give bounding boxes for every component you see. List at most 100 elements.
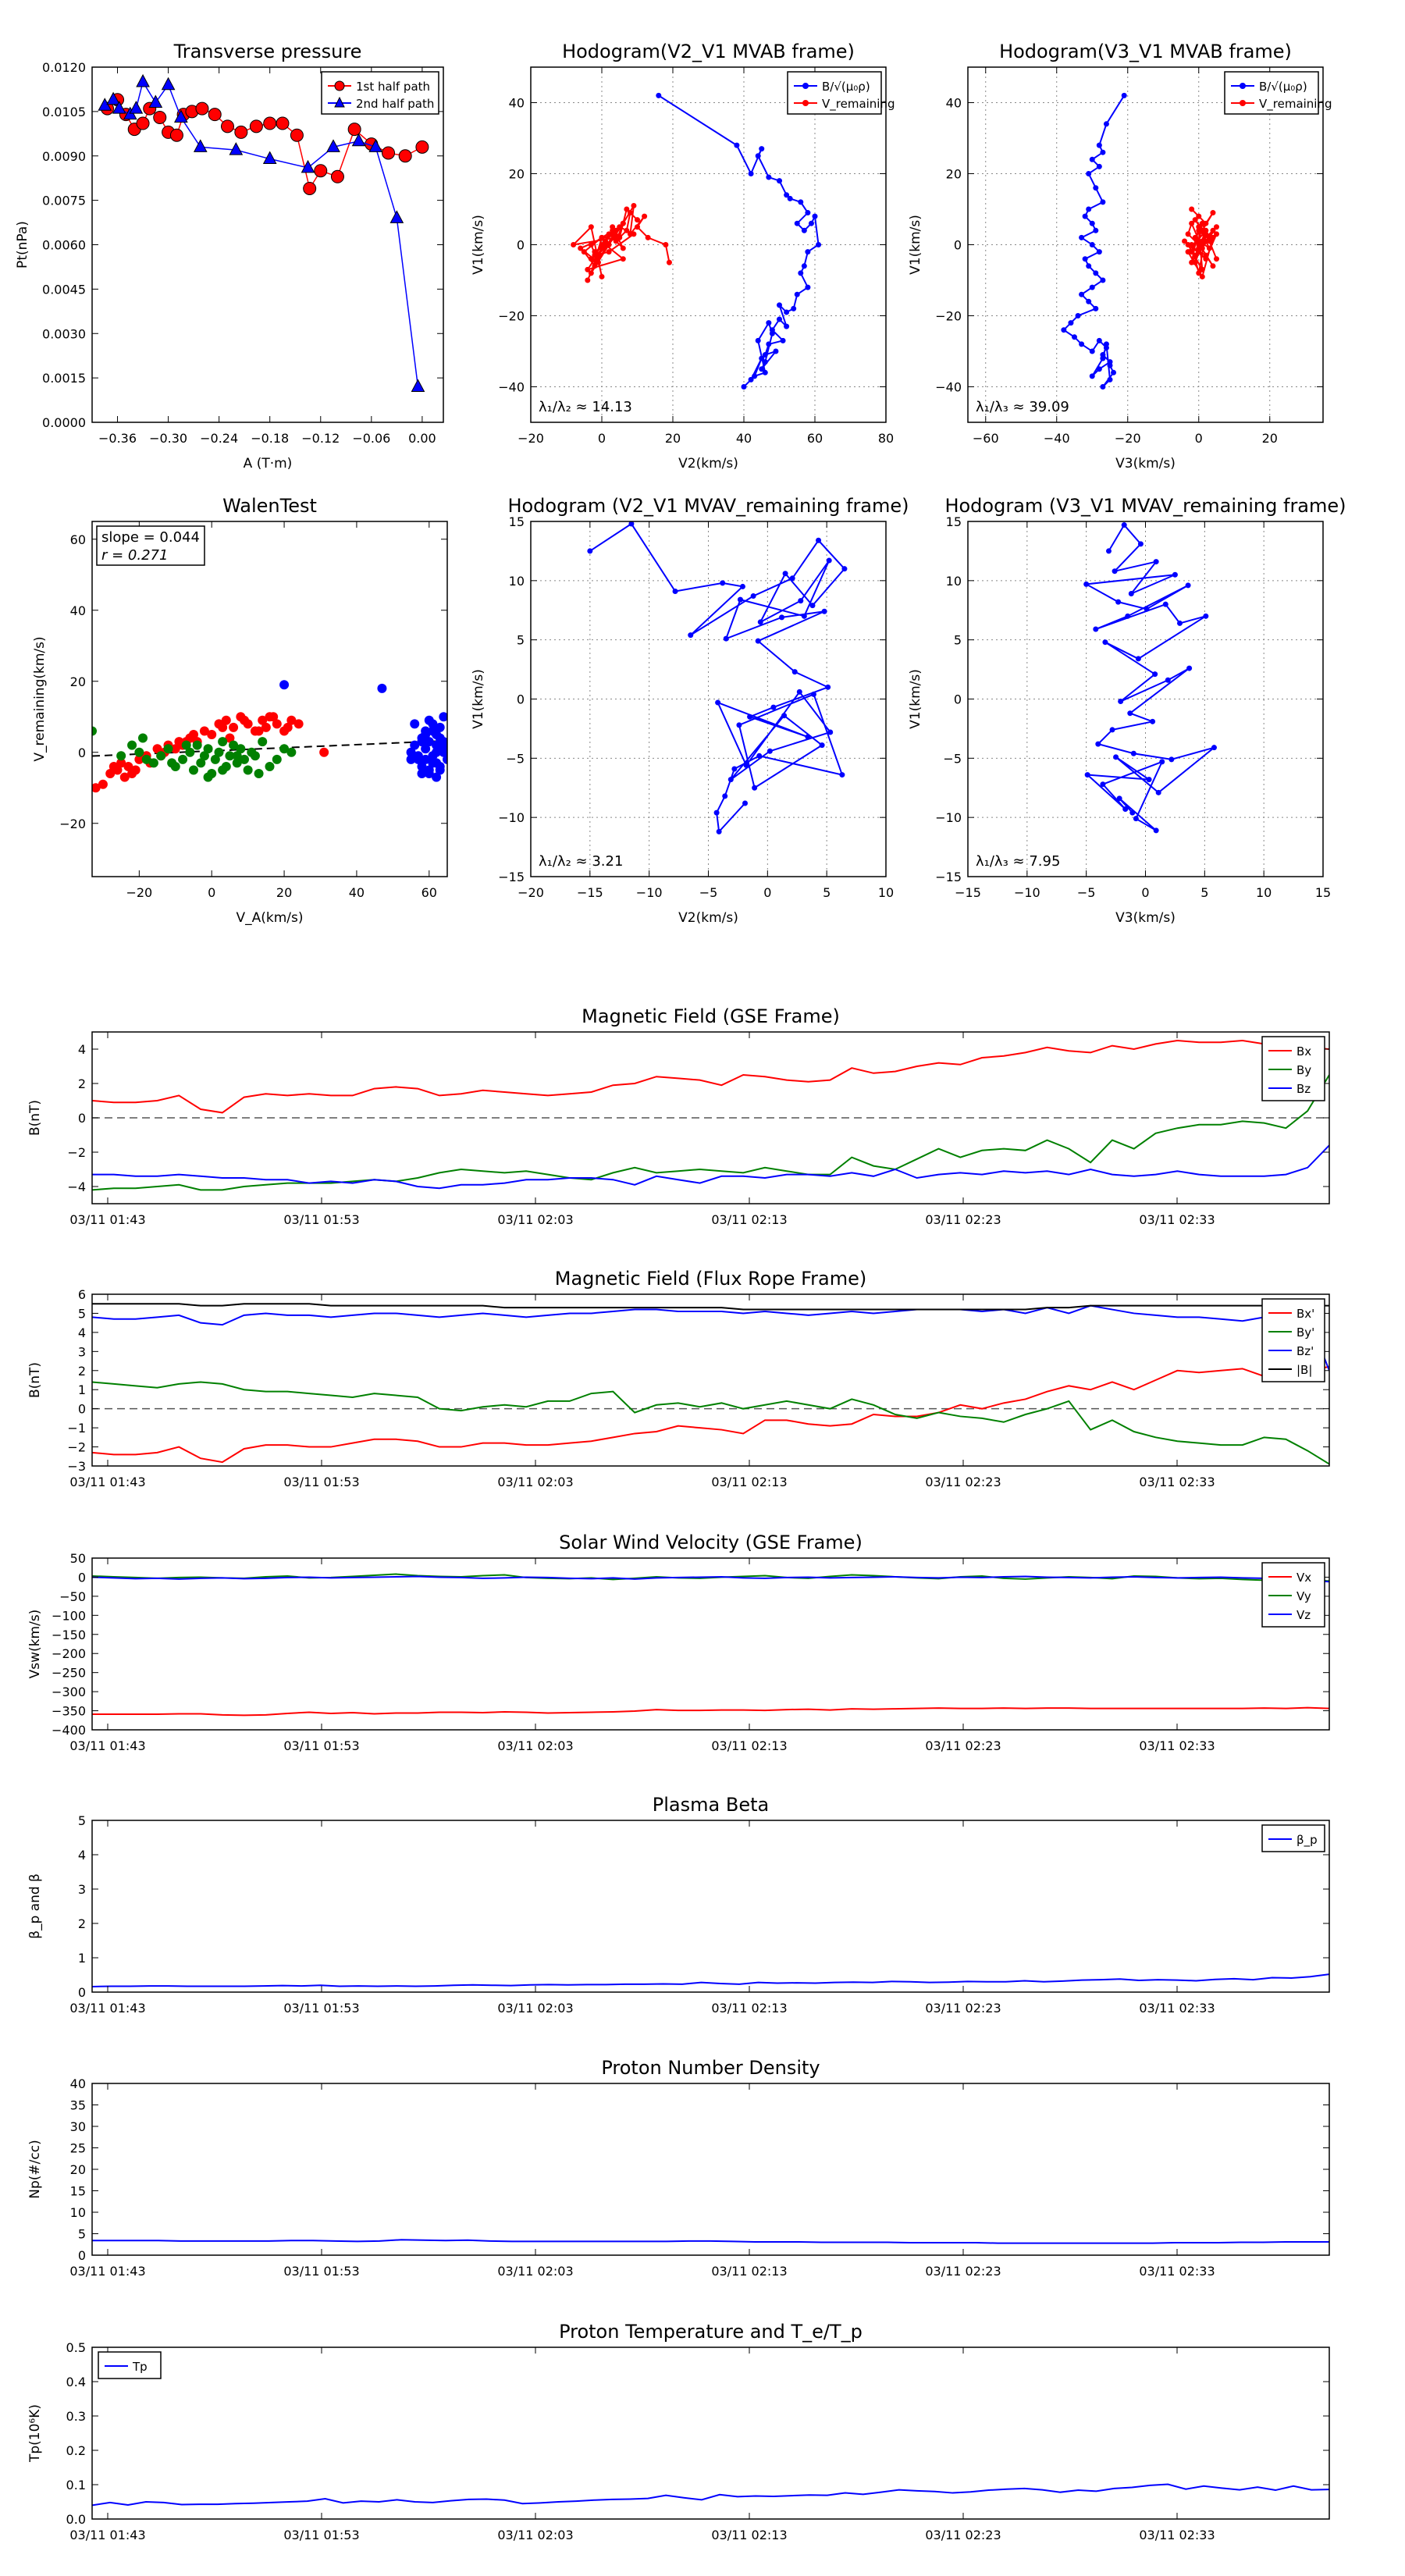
- data-point: [599, 245, 605, 251]
- data-point: [1196, 245, 1202, 251]
- data-point: [368, 139, 383, 152]
- x-tick-label: 40: [736, 431, 752, 446]
- data-point: [263, 116, 277, 130]
- x-tick-label: 03/11 01:43: [69, 2264, 145, 2279]
- y-tick-label: 50: [70, 1551, 86, 1566]
- data-point: [319, 747, 329, 757]
- data-point: [588, 270, 594, 276]
- data-point: [1118, 699, 1124, 705]
- x-tick-label: −15: [577, 885, 603, 900]
- y-tick-label: −300: [52, 1685, 86, 1699]
- x-tick-label: 0: [1195, 431, 1203, 446]
- y-axis-label: V1(km/s): [908, 669, 923, 729]
- data-point: [1152, 671, 1158, 678]
- series-line-Tp: [92, 2483, 1329, 2507]
- data-point: [218, 722, 228, 732]
- data-point: [812, 213, 818, 219]
- data-point: [134, 754, 144, 764]
- data-point: [578, 245, 584, 251]
- series-line-Bx: [92, 1039, 1329, 1114]
- ratio-annotation: λ₁/λ₂ ≈ 3.21: [539, 853, 623, 870]
- data-point: [1083, 581, 1090, 587]
- x-tick-label: 03/11 02:03: [497, 1475, 573, 1489]
- data-point: [581, 249, 587, 255]
- x-tick-label: −0.18: [251, 431, 289, 446]
- y-tick-label: −20: [935, 309, 962, 324]
- legend-marker: [334, 80, 345, 91]
- data-point: [656, 92, 662, 98]
- data-point: [421, 730, 431, 739]
- y-tick-label: −40: [498, 380, 525, 395]
- y-axis-label: Np(#/cc): [27, 2140, 43, 2198]
- hodo4-frame: [967, 521, 1324, 877]
- data-point: [261, 722, 271, 732]
- data-point: [148, 758, 158, 768]
- data-point: [208, 108, 222, 122]
- data-point: [1093, 270, 1099, 276]
- data-point: [759, 146, 765, 152]
- plot-area: [92, 1303, 1329, 1465]
- data-point: [92, 783, 101, 793]
- data-point: [759, 366, 765, 372]
- y-tick-label: 0.0120: [42, 60, 86, 75]
- data-point: [1089, 156, 1095, 162]
- data-point: [106, 91, 120, 105]
- data-point: [1075, 313, 1081, 318]
- data-point: [214, 747, 224, 757]
- data-point: [424, 715, 434, 725]
- data-point: [742, 800, 749, 806]
- data-point: [229, 740, 239, 750]
- data-point: [1210, 263, 1216, 269]
- data-point: [152, 744, 162, 754]
- data-point: [189, 730, 198, 739]
- data-point: [116, 751, 126, 761]
- x-tick-label: −5: [699, 885, 718, 900]
- data-point: [672, 588, 678, 594]
- x-tick-label: −20: [518, 431, 544, 446]
- x-tick-label: 03/11 01:53: [283, 1475, 359, 1489]
- data-point: [1146, 777, 1152, 783]
- series-line-Bz': [92, 1304, 1329, 1372]
- data-point: [1206, 238, 1212, 244]
- data-point: [170, 744, 180, 754]
- legend-frame: [1261, 1036, 1325, 1101]
- x-tick-label: −0.24: [200, 431, 238, 446]
- x-tick-label: −20: [126, 885, 152, 900]
- ts_b_fr-title: Magnetic Field (Flux Rope Frame): [555, 1268, 866, 1290]
- data-point: [620, 256, 626, 262]
- legend: β_p: [1261, 1824, 1325, 1852]
- data-point: [1153, 559, 1159, 565]
- x-tick-label: 60: [807, 431, 823, 446]
- data-point: [443, 754, 447, 764]
- data-point: [1189, 220, 1195, 226]
- y-tick-label: 25: [70, 2141, 86, 2156]
- data-point: [254, 726, 264, 736]
- data-point: [1137, 541, 1144, 547]
- data-point: [720, 580, 726, 586]
- data-point: [827, 729, 834, 735]
- y-tick-label: 0: [954, 238, 962, 253]
- plot-area: [92, 1039, 1329, 1191]
- data-point: [620, 245, 626, 251]
- legend: 1st half path 2nd half path: [321, 71, 439, 115]
- data-point: [398, 149, 412, 163]
- data-point: [1153, 827, 1159, 834]
- data-point: [1129, 809, 1136, 816]
- y-tick-label: 0.0045: [42, 282, 86, 297]
- data-point: [98, 779, 108, 789]
- x-tick-label: 03/11 01:43: [69, 2528, 145, 2542]
- y-tick-label: 4: [78, 1042, 86, 1057]
- data-point: [1102, 639, 1108, 646]
- x-tick-label: 03/11 02:03: [497, 2264, 573, 2279]
- x-tick-label: 80: [878, 431, 894, 446]
- y-tick-label: 20: [70, 674, 86, 689]
- data-point: [588, 242, 594, 247]
- data-point: [240, 715, 249, 725]
- legend-frame: [1224, 71, 1319, 115]
- data-point: [1105, 548, 1112, 554]
- data-point: [136, 116, 150, 130]
- data-point: [794, 291, 800, 297]
- data-point: [269, 712, 279, 722]
- data-point: [283, 722, 293, 732]
- data-point: [1100, 277, 1106, 283]
